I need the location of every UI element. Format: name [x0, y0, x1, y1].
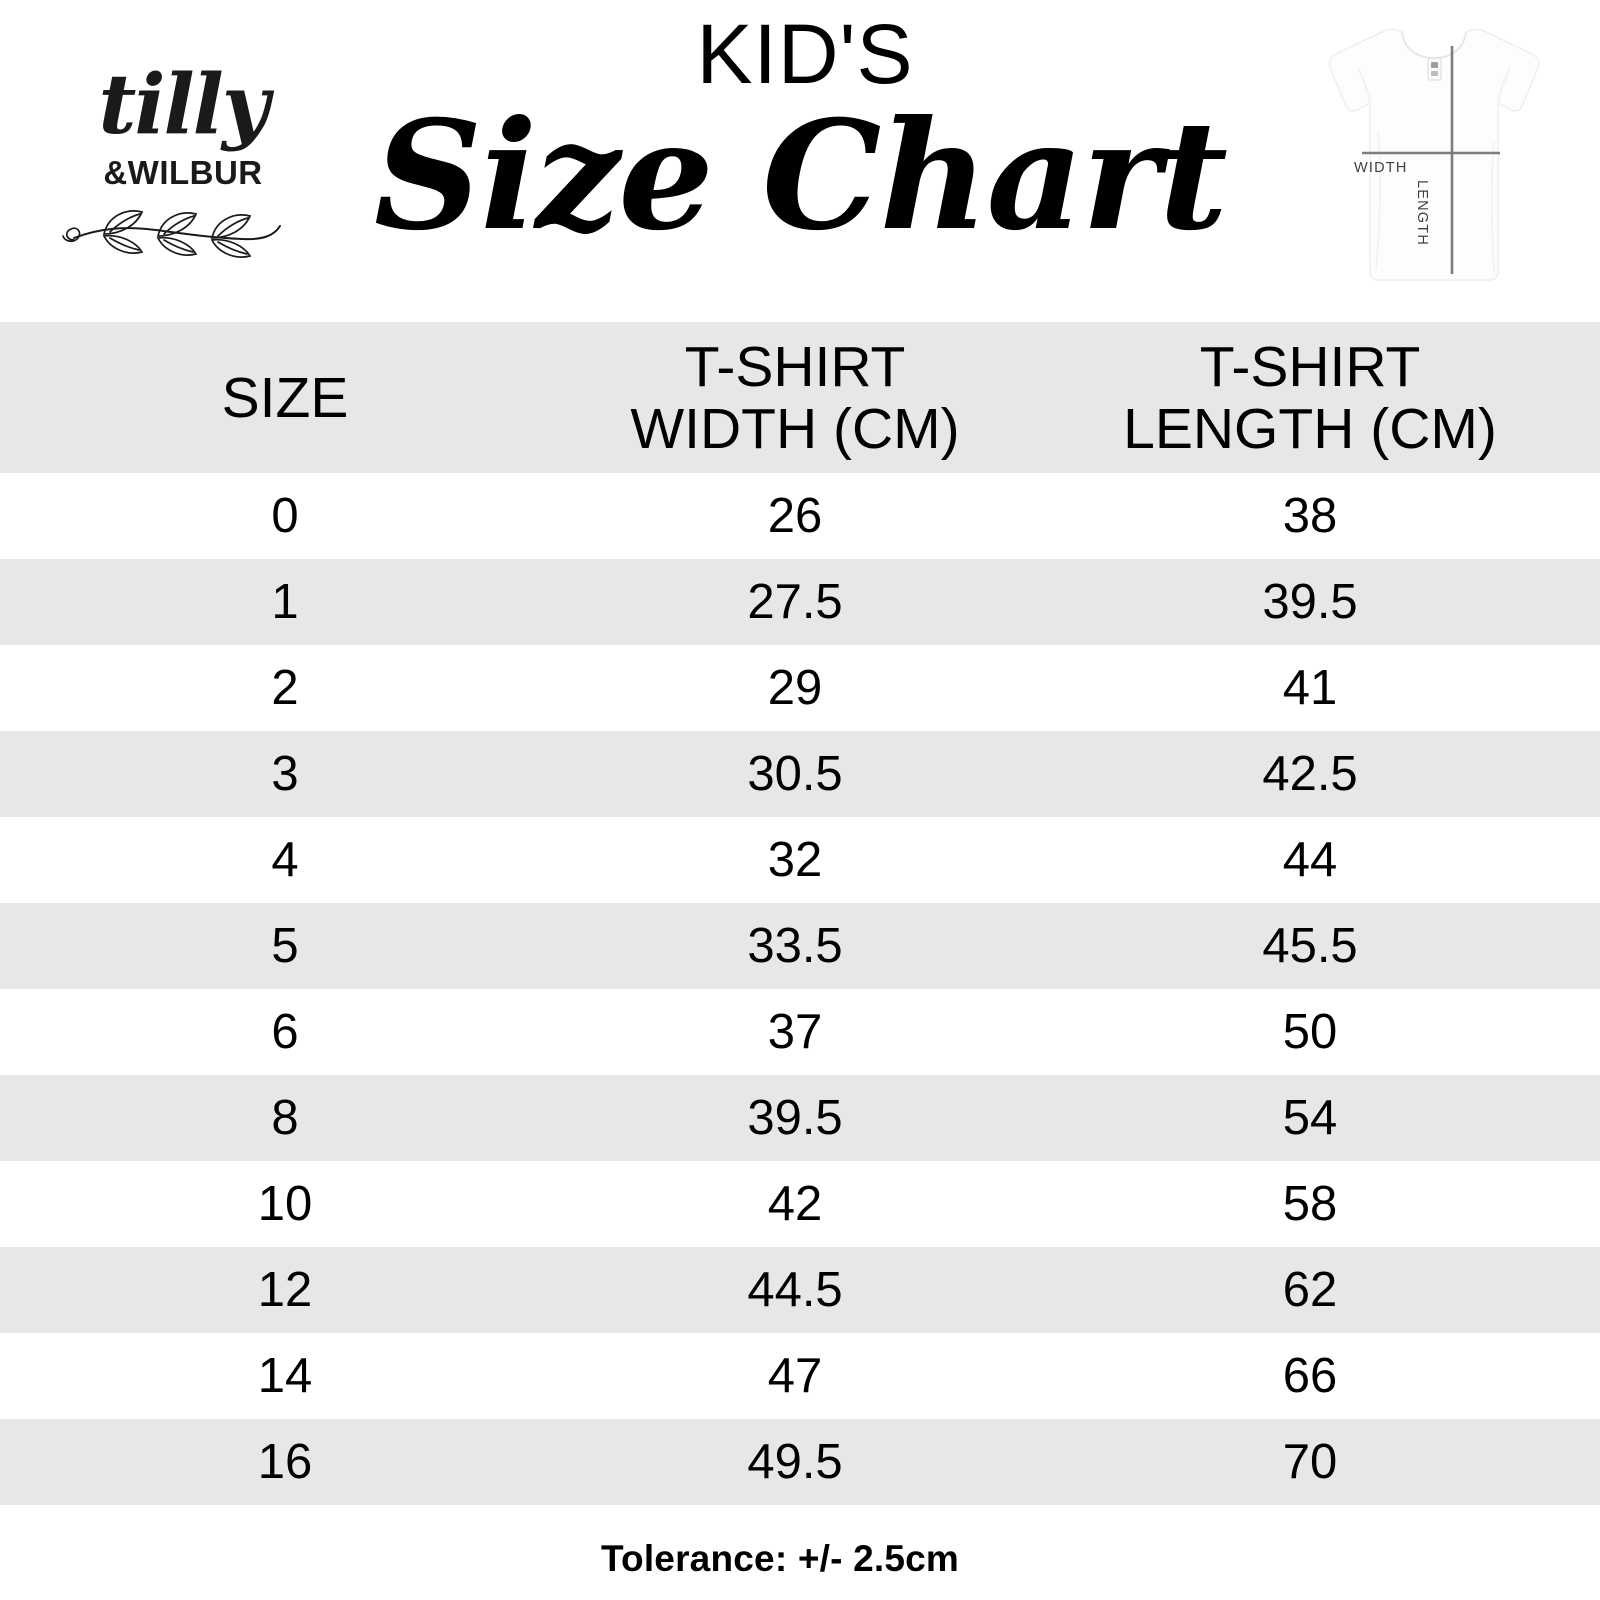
cell-width: 26	[767, 489, 823, 543]
cell-size: 8	[271, 1091, 299, 1145]
table-header-row: SIZE T-SHIRT WIDTH (CM) T-SHIRT LENGTH (…	[0, 322, 1600, 473]
brand-logo: tilly &WILBUR	[58, 62, 308, 272]
cell-size: 4	[271, 833, 299, 887]
cell-size: 16	[257, 1435, 313, 1489]
cell-length: 38	[1282, 489, 1338, 543]
cell-size: 10	[257, 1177, 313, 1231]
cell-length: 54	[1282, 1091, 1338, 1145]
cell-length: 45.5	[1262, 919, 1358, 973]
cell-width: 47	[767, 1349, 823, 1403]
leaf-branch-icon	[62, 210, 281, 258]
cell-length: 58	[1282, 1177, 1338, 1231]
brand-script-name: tilly	[98, 57, 270, 153]
cell-length: 44	[1282, 833, 1338, 887]
chart-header: tilly &WILBUR	[0, 0, 1600, 320]
cell-width: 49.5	[747, 1435, 843, 1489]
cell-length: 62	[1282, 1263, 1338, 1317]
diagram-width-label: WIDTH	[1354, 160, 1408, 176]
cell-size: 6	[271, 1005, 299, 1059]
cell-length: 39.5	[1262, 575, 1358, 629]
cell-width: 33.5	[747, 919, 843, 973]
cell-size: 2	[271, 661, 299, 715]
tshirt-icon	[1328, 28, 1540, 281]
table-row: 6 37 50	[0, 989, 1600, 1075]
cell-size: 14	[257, 1349, 313, 1403]
cell-length: 50	[1282, 1005, 1338, 1059]
cell-size: 3	[271, 747, 299, 801]
diagram-length-label: LENGTH	[1414, 180, 1430, 247]
table-row: 12 44.5 62	[0, 1247, 1600, 1333]
table-row: 16 49.5 70	[0, 1419, 1600, 1505]
cell-length: 70	[1282, 1435, 1338, 1489]
table-row: 8 39.5 54	[0, 1075, 1600, 1161]
cell-length: 42.5	[1262, 747, 1358, 801]
table-row: 2 29 41	[0, 645, 1600, 731]
column-header-length: T-SHIRT LENGTH (CM)	[1123, 334, 1497, 461]
cell-width: 29	[767, 661, 823, 715]
cell-width: 32	[767, 833, 823, 887]
table-row: 0 26 38	[0, 473, 1600, 559]
cell-size: 12	[257, 1263, 313, 1317]
cell-width: 39.5	[747, 1091, 843, 1145]
table-row: 4 32 44	[0, 817, 1600, 903]
table-row: 1 27.5 39.5	[0, 559, 1600, 645]
cell-width: 42	[767, 1177, 823, 1231]
column-header-size: SIZE	[221, 365, 349, 430]
tolerance-note: Tolerance: +/- 2.5cm	[600, 1538, 960, 1579]
cell-width: 37	[767, 1005, 823, 1059]
cell-size: 1	[271, 575, 299, 629]
cell-size: 5	[271, 919, 299, 973]
column-header-width: T-SHIRT WIDTH (CM)	[630, 334, 960, 461]
cell-width: 44.5	[747, 1263, 843, 1317]
cell-width: 30.5	[747, 747, 843, 801]
cell-size: 0	[271, 489, 299, 543]
table-row: 3 30.5 42.5	[0, 731, 1600, 817]
cell-length: 41	[1282, 661, 1338, 715]
title-eyebrow: KID'S	[696, 7, 914, 101]
cell-width: 27.5	[747, 575, 843, 629]
table-row: 5 33.5 45.5	[0, 903, 1600, 989]
brand-sub-name: &WILBUR	[103, 154, 263, 191]
size-chart-table: SIZE T-SHIRT WIDTH (CM) T-SHIRT LENGTH (…	[0, 322, 1600, 1505]
tshirt-diagram: WIDTH LENGTH	[1318, 22, 1550, 288]
table-row: 14 47 66	[0, 1333, 1600, 1419]
cell-length: 66	[1282, 1349, 1338, 1403]
page-title: Size Chart	[373, 88, 1228, 264]
table-row: 10 42 58	[0, 1161, 1600, 1247]
